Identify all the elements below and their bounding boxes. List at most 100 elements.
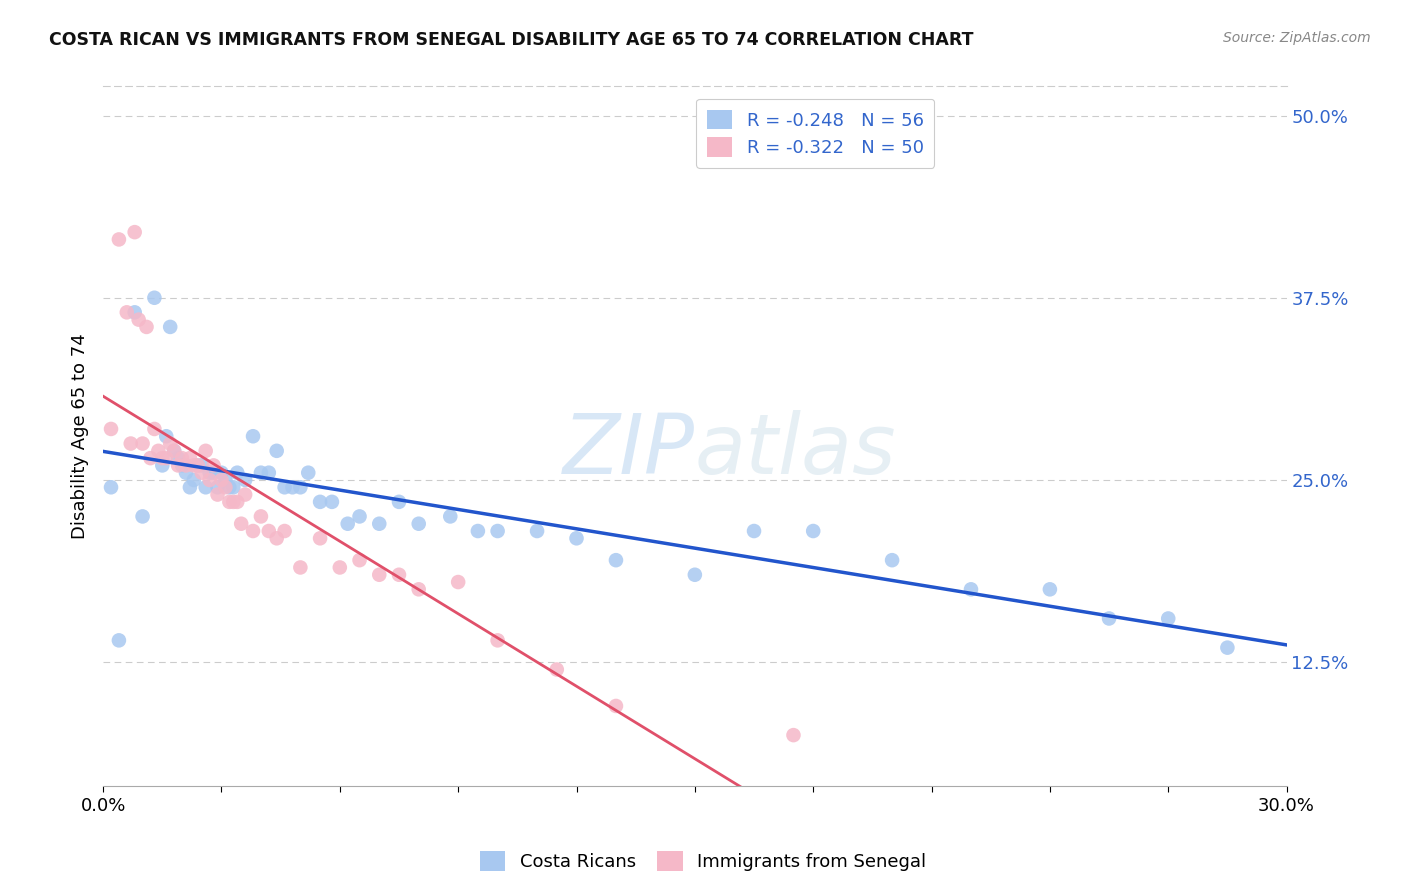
Point — [198, 473, 221, 487]
Point — [187, 458, 209, 473]
Point — [242, 429, 264, 443]
Point — [349, 553, 371, 567]
Point — [202, 458, 225, 473]
Point — [447, 575, 470, 590]
Point — [368, 516, 391, 531]
Text: COSTA RICAN VS IMMIGRANTS FROM SENEGAL DISABILITY AGE 65 TO 74 CORRELATION CHART: COSTA RICAN VS IMMIGRANTS FROM SENEGAL D… — [49, 31, 974, 49]
Point — [388, 567, 411, 582]
Point — [179, 480, 201, 494]
Point — [408, 582, 430, 597]
Point — [187, 458, 209, 473]
Point — [605, 698, 627, 713]
Point — [170, 451, 193, 466]
Point — [266, 443, 288, 458]
Point — [115, 305, 138, 319]
Point — [297, 466, 319, 480]
Point — [321, 495, 343, 509]
Point — [198, 466, 221, 480]
Point — [222, 495, 245, 509]
Point — [257, 524, 280, 538]
Point — [148, 443, 170, 458]
Point — [250, 466, 273, 480]
Point — [211, 473, 233, 487]
Point — [190, 458, 212, 473]
Point — [467, 524, 489, 538]
Point — [218, 495, 240, 509]
Point — [683, 567, 706, 582]
Point — [782, 728, 804, 742]
Point — [408, 516, 430, 531]
Point — [179, 451, 201, 466]
Point — [218, 480, 240, 494]
Point — [226, 466, 249, 480]
Point — [257, 466, 280, 480]
Point — [226, 495, 249, 509]
Point — [439, 509, 461, 524]
Point — [150, 458, 173, 473]
Point — [233, 473, 256, 487]
Point — [250, 509, 273, 524]
Point — [368, 567, 391, 582]
Point — [124, 225, 146, 239]
Point — [207, 480, 229, 494]
Point — [486, 524, 509, 538]
Point — [150, 451, 173, 466]
Point — [194, 443, 217, 458]
Point — [211, 466, 233, 480]
Point — [266, 531, 288, 545]
Point — [155, 451, 177, 466]
Point — [214, 473, 236, 487]
Point — [135, 319, 157, 334]
Point — [309, 495, 332, 509]
Point — [1157, 611, 1180, 625]
Point — [163, 443, 186, 458]
Point — [159, 436, 181, 450]
Text: Source: ZipAtlas.com: Source: ZipAtlas.com — [1223, 31, 1371, 45]
Point — [128, 312, 150, 326]
Point — [170, 458, 193, 473]
Point — [290, 560, 312, 574]
Point — [143, 291, 166, 305]
Point — [159, 319, 181, 334]
Point — [100, 480, 122, 494]
Point — [880, 553, 903, 567]
Point — [960, 582, 983, 597]
Point — [174, 458, 197, 473]
Point — [233, 487, 256, 501]
Point — [546, 663, 568, 677]
Point — [190, 466, 212, 480]
Legend: R = -0.248   N = 56, R = -0.322   N = 50: R = -0.248 N = 56, R = -0.322 N = 50 — [696, 99, 935, 168]
Point — [100, 422, 122, 436]
Text: atlas: atlas — [695, 409, 897, 491]
Point — [194, 480, 217, 494]
Point — [273, 524, 295, 538]
Point — [486, 633, 509, 648]
Point — [108, 232, 131, 246]
Legend: Costa Ricans, Immigrants from Senegal: Costa Ricans, Immigrants from Senegal — [472, 844, 934, 879]
Point — [131, 509, 153, 524]
Point — [273, 480, 295, 494]
Point — [222, 480, 245, 494]
Point — [163, 443, 186, 458]
Point — [124, 305, 146, 319]
Point — [207, 487, 229, 501]
Point — [155, 429, 177, 443]
Point — [742, 524, 765, 538]
Point — [183, 458, 205, 473]
Point — [565, 531, 588, 545]
Point — [526, 524, 548, 538]
Point — [801, 524, 824, 538]
Point — [143, 422, 166, 436]
Point — [183, 473, 205, 487]
Point — [281, 480, 304, 494]
Point — [309, 531, 332, 545]
Point — [131, 436, 153, 450]
Point — [242, 524, 264, 538]
Point — [290, 480, 312, 494]
Point — [167, 451, 190, 466]
Text: ZIP: ZIP — [562, 409, 695, 491]
Point — [605, 553, 627, 567]
Point — [174, 466, 197, 480]
Point — [231, 516, 253, 531]
Point — [139, 451, 162, 466]
